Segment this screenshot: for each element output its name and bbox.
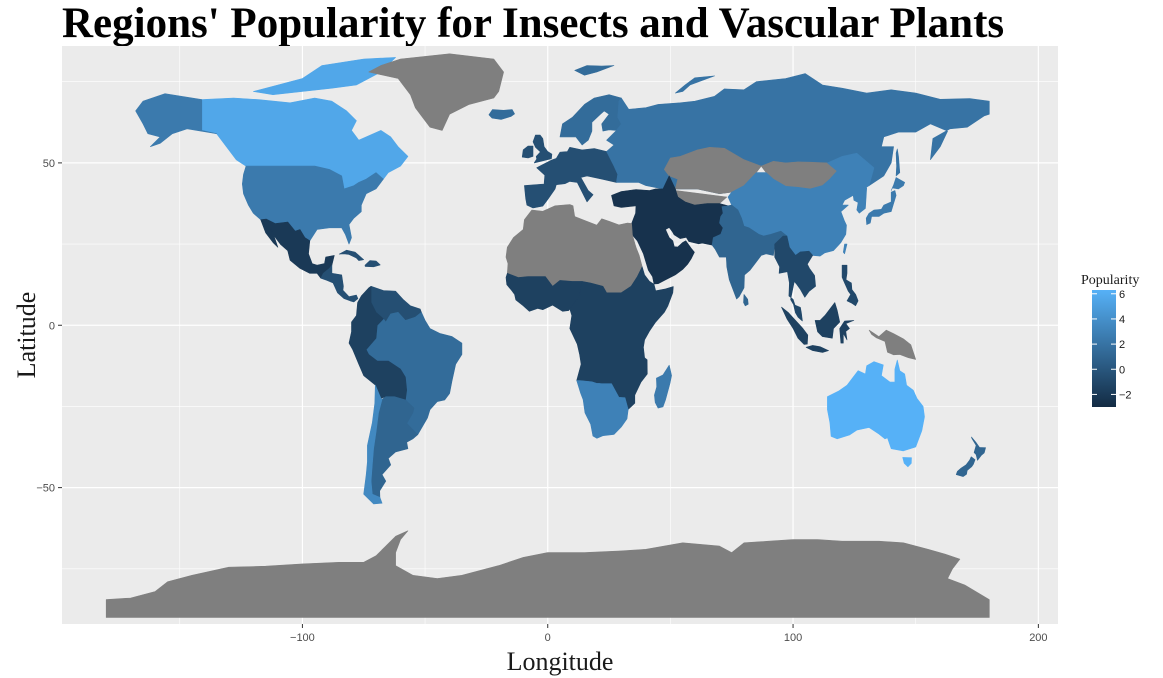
region-iceland xyxy=(488,109,515,120)
region-java xyxy=(805,345,829,353)
region-madagascar xyxy=(654,364,672,409)
y-tick-label: 50 xyxy=(43,158,55,170)
region-sulawesi xyxy=(839,320,855,344)
x-tick-label: 100 xyxy=(784,632,802,644)
region-new-zealand-north xyxy=(971,436,986,461)
region-australia xyxy=(827,359,925,452)
region-middle-east xyxy=(611,175,729,285)
region-western-europe xyxy=(524,147,619,209)
region-cuba xyxy=(338,249,365,261)
region-new-zealand-south xyxy=(955,456,976,477)
region-greenland xyxy=(368,53,504,131)
region-korea xyxy=(852,187,868,214)
legend-colorbar xyxy=(1092,290,1116,407)
y-tick-label: 0 xyxy=(49,320,55,332)
x-axis-title: Longitude xyxy=(507,647,614,676)
region-central-america xyxy=(320,264,359,303)
chart-title: Regions' Popularity for Insects and Vasc… xyxy=(62,0,1005,47)
region-borneo xyxy=(814,302,841,339)
region-hokkaido xyxy=(890,177,906,191)
region-east-africa xyxy=(569,266,674,410)
region-taiwan xyxy=(842,243,848,255)
legend-tick-label: 4 xyxy=(1119,314,1125,326)
region-southeast-asia xyxy=(774,235,816,322)
region-ireland xyxy=(521,145,534,159)
region-british-isles xyxy=(532,134,553,164)
region-indonesia-sumatra xyxy=(781,306,809,345)
y-tick-label: −50 xyxy=(36,483,55,495)
region-hispaniola xyxy=(364,260,381,268)
region-philippines xyxy=(841,264,859,307)
legend-tick-label: 2 xyxy=(1119,339,1125,351)
region-chile xyxy=(363,384,383,505)
legend-tick-label: 6 xyxy=(1119,289,1125,301)
region-west-africa xyxy=(505,272,583,312)
legend-tick-label: −2 xyxy=(1119,389,1132,401)
region-southern-africa xyxy=(576,380,629,439)
y-axis-title: Latitude xyxy=(12,292,41,379)
region-svalbard xyxy=(574,65,615,76)
region-novaya-zemlya xyxy=(674,75,715,94)
region-sri-lanka xyxy=(743,294,749,307)
region-northern-europe xyxy=(559,94,622,146)
x-tick-label: 200 xyxy=(1029,632,1047,644)
x-tick-label: −100 xyxy=(290,632,315,644)
region-sakhalin xyxy=(895,148,901,177)
x-tick-label: 0 xyxy=(545,632,551,644)
region-tasmania xyxy=(902,457,912,468)
legend-title: Popularity xyxy=(1081,273,1139,288)
region-papua-new-guinea xyxy=(868,329,917,360)
region-japan xyxy=(865,190,897,225)
region-united-states xyxy=(242,165,384,245)
region-antarctica xyxy=(105,530,990,618)
region-alaska xyxy=(135,93,217,147)
legend-tick-label: 0 xyxy=(1119,364,1125,376)
